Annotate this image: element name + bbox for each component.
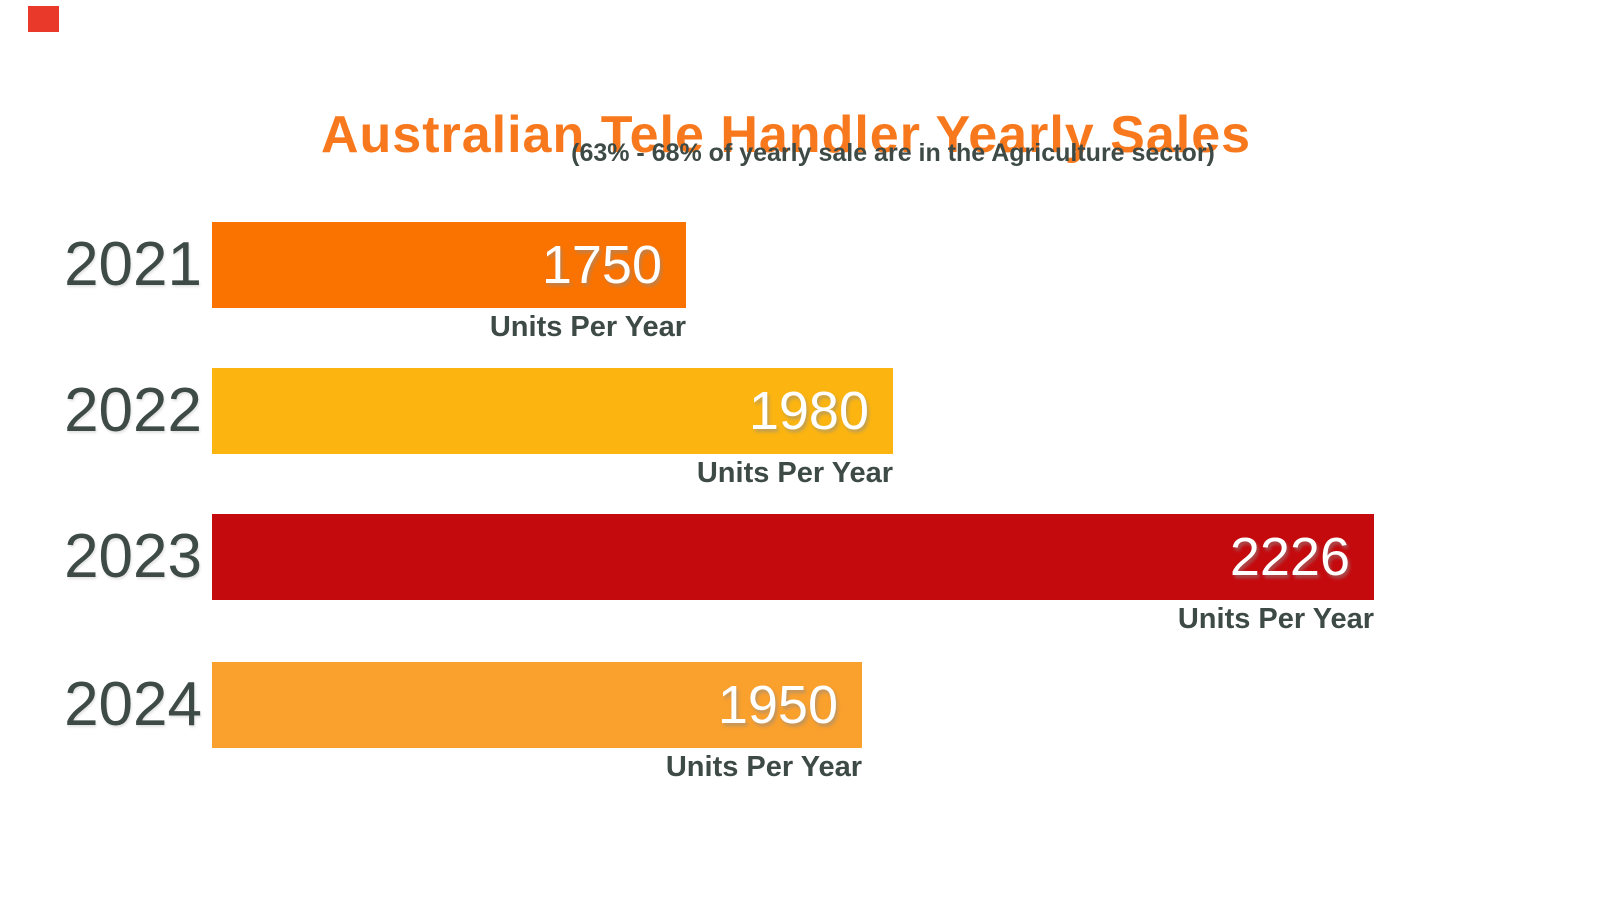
- chart-title: Australian Tele Handler Yearly Sales: [320, 105, 1252, 164]
- unit-label-2023: Units Per Year: [1177, 603, 1374, 635]
- bar-2022: 1980: [212, 368, 893, 454]
- chart-subtitle: (63% - 68% of yearly sale are in the Agr…: [571, 139, 1215, 167]
- bar-value-2023: 2226: [1229, 527, 1350, 587]
- bar-value-2024: 1950: [717, 675, 838, 735]
- bar-row-2023: 2023 2226 Units Per Year: [64, 514, 1374, 635]
- unit-label-2024: Units Per Year: [665, 751, 862, 783]
- bar-2021: 1750: [212, 222, 686, 308]
- bar-row-2021: 2021 1750 Units Per Year: [64, 222, 686, 343]
- year-label-2021: 2021: [64, 230, 202, 299]
- bar-row-2022: 2022 1980 Units Per Year: [64, 368, 893, 489]
- bar-2024: 1950: [212, 662, 862, 748]
- year-label-2022: 2022: [64, 376, 202, 445]
- unit-label-2022: Units Per Year: [696, 457, 893, 489]
- bar-value-2022: 1980: [748, 381, 869, 441]
- bar-2023: 2226: [212, 514, 1374, 600]
- year-label-2024: 2024: [64, 670, 202, 739]
- year-label-2023: 2023: [64, 522, 202, 591]
- corner-accent-square: [28, 6, 59, 32]
- bar-value-2021: 1750: [541, 235, 662, 295]
- bar-row-2024: 2024 1950 Units Per Year: [64, 662, 862, 783]
- unit-label-2021: Units Per Year: [489, 311, 686, 343]
